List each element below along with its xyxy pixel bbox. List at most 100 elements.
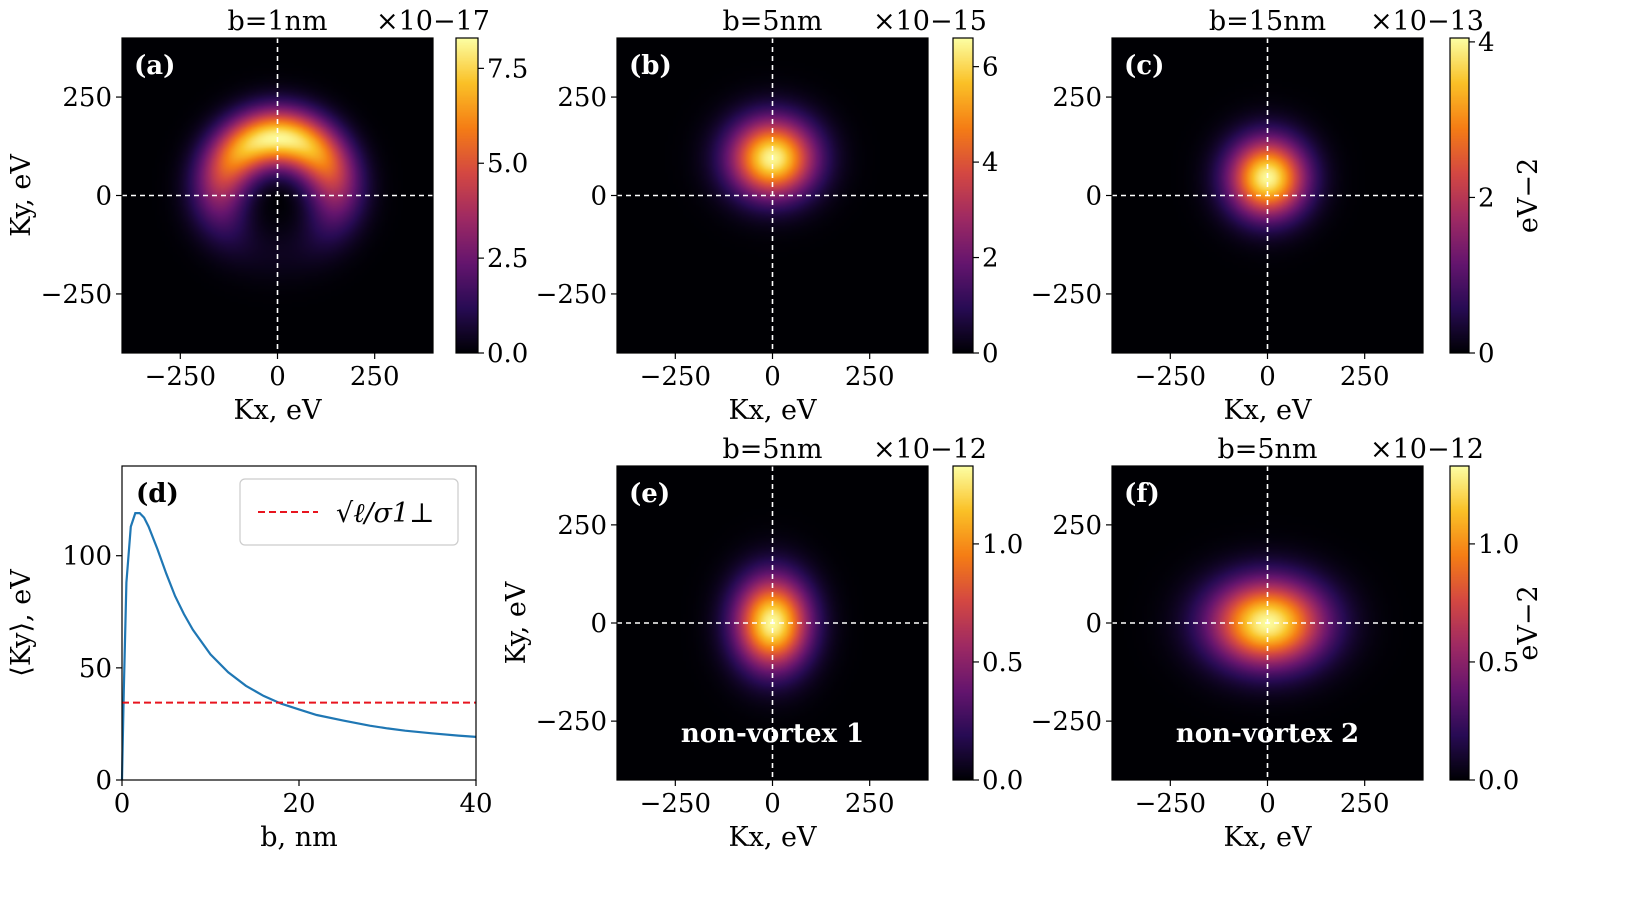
- colorbar: [456, 38, 478, 353]
- series-line: [120, 512, 477, 781]
- colorbar-frame: [1449, 465, 1470, 781]
- x-tick-label: 0: [114, 789, 131, 819]
- y-axis-label: Ky, eV: [6, 154, 37, 237]
- y-axis-label: Ky, eV: [501, 581, 532, 664]
- x-tick-label: 0: [1259, 789, 1276, 819]
- x-axis-label: Kx, eV: [728, 822, 817, 853]
- colorbar-tick-label: 7.5: [487, 54, 528, 84]
- y-tick-label: −250: [536, 280, 607, 310]
- panel-c: (c) b=15nm ×10−13 0 2 4 eV−2 −250 0 250 −250 0 250 Kx…: [1031, 6, 1544, 426]
- x-tick-label: −250: [1135, 362, 1206, 392]
- x-tick-label: 250: [845, 362, 895, 392]
- y-tick-label: 250: [62, 83, 112, 113]
- colorbar-tick-label: 1.0: [982, 530, 1023, 560]
- x-tick-label: 0: [269, 362, 286, 392]
- colorbar: [1450, 466, 1469, 780]
- x-tick-label: 250: [350, 362, 400, 392]
- panel-label: (b): [629, 51, 672, 81]
- colorbar-exponent: ×10−12: [1370, 434, 1484, 465]
- colorbar-tick-label: 0.0: [1478, 766, 1519, 796]
- x-tick-label: 0: [764, 362, 781, 392]
- panel-annotation: non-vortex 2: [1176, 719, 1359, 749]
- y-tick-label: −250: [41, 280, 112, 310]
- colorbar-tick-label: 5.0: [487, 149, 528, 179]
- panel-title: b=1nm: [227, 6, 327, 37]
- y-tick-label: 0: [1085, 182, 1102, 212]
- y-tick-label: 0: [95, 766, 112, 796]
- colorbar-tick-label: 0: [982, 339, 999, 369]
- y-tick-label: 250: [1052, 511, 1102, 541]
- colorbar-frame: [455, 37, 479, 354]
- colorbar-frame: [952, 465, 974, 781]
- colorbar-tick-label: 4: [982, 148, 999, 178]
- panel-title: b=5nm: [1217, 434, 1317, 465]
- colorbar-tick-label: 0: [1478, 339, 1495, 369]
- x-axis-label: b, nm: [260, 822, 337, 853]
- y-tick-label: 250: [557, 83, 607, 113]
- panel-label: (f): [1124, 479, 1160, 509]
- colorbar-tick-label: 1.0: [1478, 530, 1519, 560]
- colorbar-tick-label: 0.0: [487, 339, 528, 369]
- x-tick-label: −250: [640, 789, 711, 819]
- x-axis-label: Kx, eV: [233, 395, 322, 426]
- y-tick-label: 0: [95, 182, 112, 212]
- colorbar-label: eV−2: [1513, 158, 1544, 233]
- x-tick-label: 40: [459, 789, 492, 819]
- colorbar-exponent: ×10−15: [873, 6, 987, 37]
- x-tick-label: 250: [1340, 362, 1390, 392]
- x-tick-label: 250: [1340, 789, 1390, 819]
- x-tick-label: 0: [1259, 362, 1276, 392]
- colorbar-tick-label: 2: [1478, 183, 1495, 213]
- x-tick-label: −250: [1135, 789, 1206, 819]
- colorbar-exponent: ×10−12: [873, 434, 987, 465]
- panel-label: (e): [629, 479, 670, 509]
- y-axis-label: ⟨Ky⟩, eV: [6, 569, 37, 677]
- colorbar: [953, 466, 973, 780]
- x-axis-label: Kx, eV: [1223, 395, 1312, 426]
- y-tick-label: −250: [1031, 280, 1102, 310]
- y-tick-label: 50: [79, 654, 112, 684]
- colorbar-tick-label: 0.5: [982, 648, 1023, 678]
- legend-label: √ℓ/σ1⊥: [336, 498, 435, 529]
- legend-box: [239, 478, 459, 546]
- colorbar: [1450, 38, 1469, 353]
- colorbar-tick-label: 2: [982, 244, 999, 274]
- colorbar-tick-label: 4: [1478, 28, 1495, 58]
- panel-d: (d) √ℓ/σ1⊥ 0 20 40 0 50 100 b, nm ⟨Ky⟩, eV: [6, 465, 493, 853]
- x-axis-label: Kx, eV: [728, 395, 817, 426]
- y-tick-label: 0: [590, 609, 607, 639]
- x-axis-label: Kx, eV: [1223, 822, 1312, 853]
- x-tick-label: 20: [282, 789, 315, 819]
- y-tick-label: 0: [590, 182, 607, 212]
- panel-title: b=15nm: [1209, 6, 1326, 37]
- panel-f: (f) b=5nm ×10−12 non-vortex 2 0.0 0.5 1.0 eV−2 −…: [1031, 434, 1544, 853]
- colorbar-frame: [952, 37, 974, 354]
- colorbar-exponent: ×10−17: [376, 6, 490, 37]
- legend: √ℓ/σ1⊥: [239, 478, 459, 546]
- y-tick-label: −250: [536, 707, 607, 737]
- panel-annotation: non-vortex 1: [681, 719, 864, 749]
- colorbar-label: eV−2: [1513, 585, 1544, 660]
- x-tick-label: 250: [845, 789, 895, 819]
- colorbar-tick-label: 6: [982, 53, 999, 83]
- colorbar-exponent: ×10−13: [1370, 6, 1484, 37]
- y-tick-label: −250: [1031, 707, 1102, 737]
- colorbar-tick-label: 2.5: [487, 244, 528, 274]
- x-tick-label: 0: [764, 789, 781, 819]
- x-tick-label: −250: [640, 362, 711, 392]
- panel-label: (d): [136, 479, 179, 509]
- y-tick-label: 250: [1052, 83, 1102, 113]
- colorbar-tick-label: 0.0: [982, 766, 1023, 796]
- panel-label: (c): [1124, 51, 1164, 81]
- x-tick-label: −250: [145, 362, 216, 392]
- colorbar: [953, 38, 973, 353]
- colorbar-tick-label: 0.5: [1478, 648, 1519, 678]
- y-tick-label: 250: [557, 511, 607, 541]
- y-tick-label: 0: [1085, 609, 1102, 639]
- colorbar-frame: [1449, 37, 1470, 354]
- panel-a: (a) b=1nm ×10−17 0.0 2.5 5.0 7.5 −250 0 250 −250 0 2…: [6, 6, 528, 426]
- panel-b: (b) b=5nm ×10−15 0 2 4 6 −250 0 250 −250 0 250 Kx, eV: [536, 6, 999, 426]
- panel-title: b=5nm: [722, 6, 822, 37]
- y-tick-label: 100: [62, 542, 112, 572]
